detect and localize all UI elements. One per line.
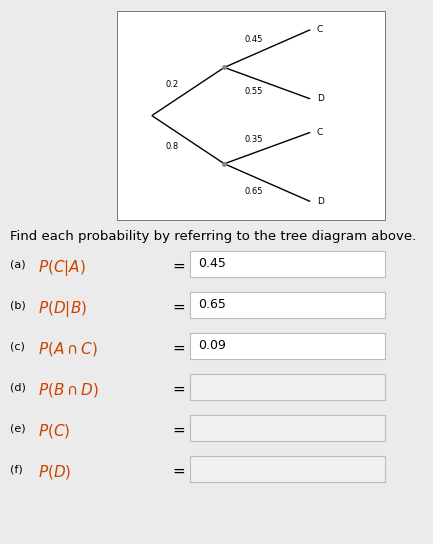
Text: 0.8: 0.8 [165, 142, 178, 151]
Text: (e): (e) [10, 423, 26, 433]
Text: $P(C)$: $P(C)$ [38, 422, 71, 440]
Text: $=$: $=$ [170, 422, 186, 437]
Text: 0.65: 0.65 [198, 298, 226, 311]
Text: 0.45: 0.45 [245, 35, 263, 45]
Text: $P(C|A)$: $P(C|A)$ [38, 258, 86, 279]
Text: $=$: $=$ [170, 463, 186, 478]
Text: (f): (f) [10, 464, 23, 474]
Text: (c): (c) [10, 341, 25, 351]
Text: 0.55: 0.55 [245, 88, 263, 96]
Bar [190, 415, 385, 441]
Text: 0.65: 0.65 [245, 187, 263, 196]
Bar [190, 333, 385, 359]
Text: Find each probability by referring to the tree diagram above.: Find each probability by referring to th… [10, 230, 416, 243]
Text: 0.2: 0.2 [165, 81, 178, 89]
Text: $=$: $=$ [170, 381, 186, 396]
Text: $=$: $=$ [170, 340, 186, 355]
Bar [190, 251, 385, 277]
Text: $P(D)$: $P(D)$ [38, 463, 71, 481]
Text: 0.45: 0.45 [198, 257, 226, 270]
Text: 0.09: 0.09 [198, 339, 226, 352]
Text: 0.35: 0.35 [245, 135, 263, 144]
Text: (d): (d) [10, 382, 26, 392]
Text: D: D [317, 94, 324, 103]
Text: (a): (a) [10, 259, 26, 269]
Text: (b): (b) [10, 300, 26, 310]
Bar [190, 292, 385, 318]
Text: $=$: $=$ [170, 258, 186, 273]
Bar [190, 456, 385, 482]
Text: $=$: $=$ [170, 299, 186, 314]
Bar [190, 374, 385, 400]
Text: C: C [317, 128, 323, 137]
Text: D: D [317, 197, 324, 206]
Text: C: C [317, 25, 323, 34]
Text: $P(B\cap D)$: $P(B\cap D)$ [38, 381, 99, 399]
Text: $P(A\cap C)$: $P(A\cap C)$ [38, 340, 98, 358]
Text: $P(D|B)$: $P(D|B)$ [38, 299, 87, 319]
